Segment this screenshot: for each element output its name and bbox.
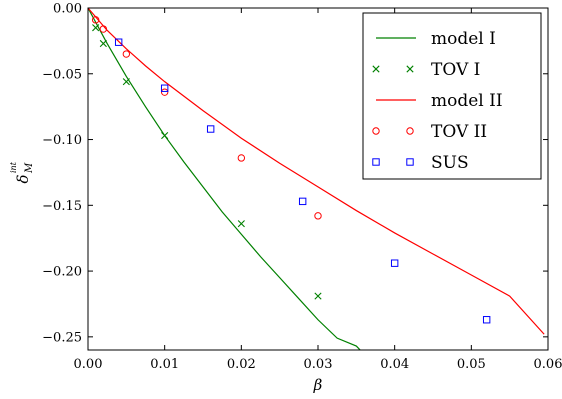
legend-swatch-tov-i [372, 65, 380, 73]
y-tick-label: 0.00 [53, 2, 82, 17]
data-point-tov-i [314, 292, 322, 300]
legend-swatch-sus [406, 158, 414, 166]
legend-entry-model-i: model I [376, 29, 496, 49]
legend-entry-tov-ii: TOV II [372, 122, 487, 142]
data-point-tov-ii [91, 16, 100, 24]
x-tick-label: 0.02 [227, 357, 256, 372]
y-tick-label: −0.25 [42, 330, 82, 345]
legend-label-sus: SUS [431, 153, 469, 173]
x-tick-label: 0.05 [457, 357, 486, 372]
y-tick-label: −0.05 [42, 67, 82, 82]
data-point-tov-i [99, 39, 107, 48]
axis-ticks: 0.00 0.01 0.02 0.03 0.04 0.05 0.06 0.00 −0.05 −0.… [42, 2, 562, 373]
legend-label-tov-ii: TOV II [431, 122, 487, 142]
legend-label-model-ii: model II [431, 91, 503, 111]
data-point-sus [390, 259, 399, 267]
data-point-tov-ii [122, 50, 131, 58]
legend: model I TOV I model II TOV II SUS [362, 12, 542, 180]
x-tick-label: 0.06 [534, 357, 562, 372]
data-point-tov-i [92, 24, 100, 32]
data-point-sus [298, 197, 307, 206]
legend-swatch-tov-ii [372, 127, 380, 135]
legend-entry-sus: SUS [372, 153, 469, 173]
y-axis-label-superscript: int [9, 161, 18, 173]
x-tick-label: 0.01 [150, 357, 179, 372]
series-line-model-ii [88, 8, 545, 335]
y-axis-label-subscript: M [24, 162, 35, 174]
legend-swatch-tov-ii [406, 127, 414, 135]
legend-swatch-tov-i [406, 65, 414, 73]
y-axis-label: δ int M [9, 161, 35, 183]
series-line-model-i [88, 8, 361, 350]
x-axis-label: β [313, 376, 323, 394]
x-tick-label: 0.03 [304, 357, 333, 372]
legend-entry-tov-i: TOV I [372, 60, 480, 80]
data-point-sus [114, 38, 123, 46]
data-point-sus [482, 316, 491, 324]
svg-text:δ: δ [14, 174, 32, 183]
x-tick-label: 0.04 [380, 357, 409, 372]
x-tick-label: 0.00 [74, 357, 103, 372]
data-point-sus [206, 125, 215, 133]
data-point-tov-ii [99, 25, 108, 33]
legend-label-model-i: model I [431, 29, 496, 49]
y-tick-label: −0.20 [42, 265, 82, 280]
data-point-tov-ii [237, 154, 246, 162]
legend-box [362, 12, 542, 180]
data-point-tov-i [161, 132, 169, 140]
legend-entry-model-ii: model II [376, 91, 503, 111]
legend-label-tov-i: TOV I [431, 60, 480, 80]
data-point-tov-i [237, 220, 245, 228]
data-point-sus [160, 84, 169, 92]
plot-marks [88, 8, 545, 350]
legend-swatch-sus [372, 158, 380, 166]
y-tick-label: −0.10 [42, 133, 82, 148]
y-axis-label-main: δ [14, 174, 32, 183]
data-point-tov-ii [160, 88, 169, 96]
data-point-tov-ii [314, 212, 322, 220]
y-tick-label: −0.15 [42, 199, 82, 214]
data-point-tov-i [122, 78, 130, 86]
